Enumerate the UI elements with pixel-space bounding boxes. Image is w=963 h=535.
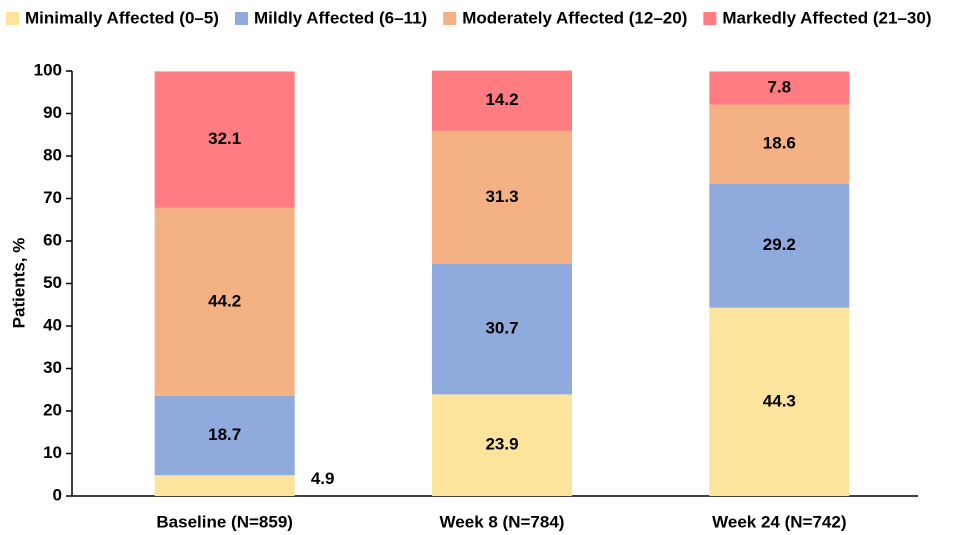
y-tick-label: 70 (43, 188, 62, 207)
x-tick-label: Week 24 (N=742) (712, 512, 846, 531)
data-label: 31.3 (485, 187, 518, 206)
y-tick-label: 40 (43, 315, 62, 334)
y-tick-label: 0 (53, 485, 62, 504)
y-tick-label: 100 (34, 60, 62, 79)
bar-segment (432, 394, 572, 496)
legend-swatch (703, 12, 717, 25)
y-tick-label: 80 (43, 145, 62, 164)
data-label: 14.2 (485, 90, 518, 109)
bar-segment (154, 475, 295, 496)
x-tick-label: Baseline (N=859) (156, 512, 293, 531)
legend-label: Mildly Affected (6–11) (254, 8, 427, 27)
x-tick-label: Week 8 (N=784) (440, 512, 565, 531)
data-label: 23.9 (485, 435, 518, 454)
bar-segment (709, 71, 850, 105)
y-tick-label: 30 (43, 358, 62, 377)
legend-label: Moderately Affected (12–20) (462, 8, 687, 27)
bar-segment (432, 130, 572, 264)
y-tick-label: 60 (43, 230, 62, 249)
bar-segment (709, 307, 850, 496)
bar-segment (154, 71, 295, 208)
data-label: 18.6 (763, 134, 796, 153)
y-tick-label: 50 (43, 273, 62, 292)
legend-swatch (234, 12, 248, 25)
y-tick-label: 20 (43, 400, 62, 419)
legend-label: Minimally Affected (0–5) (25, 8, 219, 27)
legend-swatch (6, 12, 19, 25)
legend-swatch (443, 12, 457, 25)
data-label: 7.8 (768, 77, 792, 96)
data-label: 30.7 (485, 319, 518, 338)
legend-label: Markedly Affected (21–30) (722, 8, 931, 27)
data-label: 18.7 (208, 425, 241, 444)
bar-segment (432, 263, 572, 395)
data-label: 32.1 (208, 129, 241, 148)
data-label: 44.2 (208, 291, 241, 310)
y-axis-label: Patients, % (9, 238, 28, 329)
bar-segment (154, 207, 295, 396)
y-tick-label: 90 (43, 103, 62, 122)
data-label: 44.3 (763, 391, 796, 410)
bar-segment (432, 70, 572, 131)
bar-segment (154, 395, 295, 476)
data-label: 29.2 (763, 235, 796, 254)
y-tick-label: 10 (43, 443, 62, 462)
data-label: 4.9 (311, 469, 335, 488)
bar-segment (709, 183, 850, 308)
bar-segment (709, 104, 850, 184)
